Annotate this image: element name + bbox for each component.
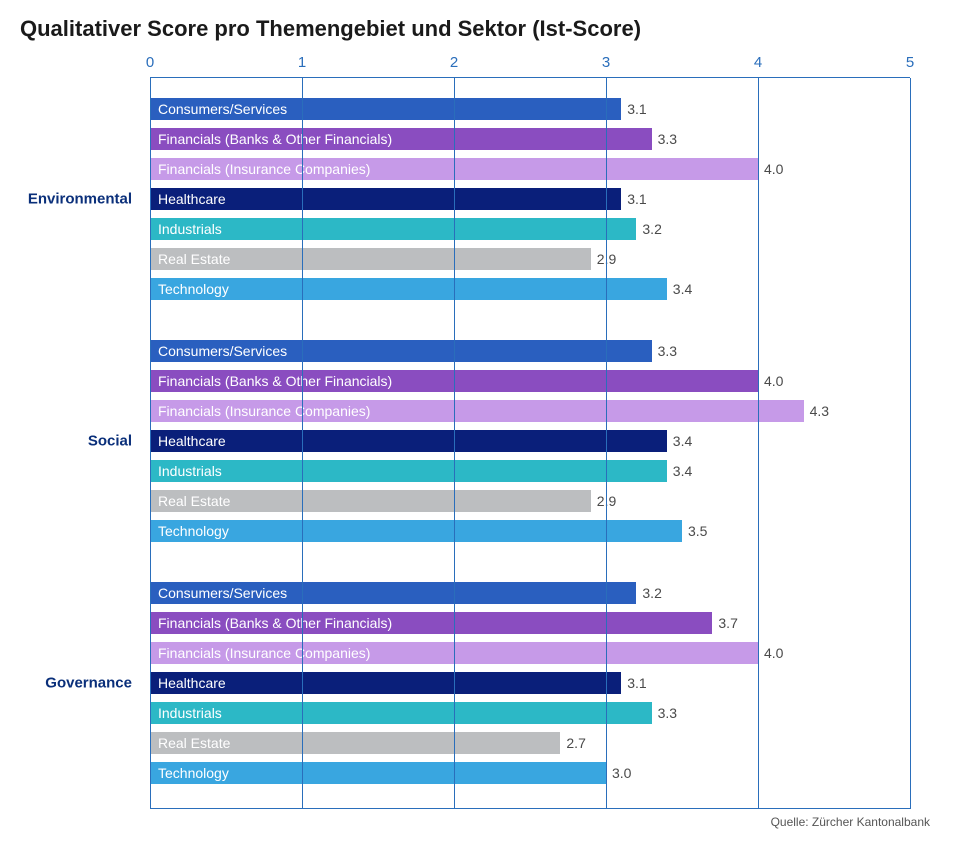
bar-value-label: 3.1 [627,98,646,120]
bar-sector-label: Industrials [158,218,222,240]
gridline [606,78,607,809]
bar-row: Technology 3.5 [150,518,910,544]
bar-sector-label: Financials (Banks & Other Financials) [158,128,392,150]
bar-sector-label: Financials (Insurance Companies) [158,400,370,422]
x-tick-label: 2 [450,54,458,71]
group: GovernanceConsumers/Services3.2Financial… [150,562,910,804]
bar-row: Financials (Insurance Companies) 4.0 [150,156,910,182]
bar [150,520,682,542]
bar-value-label: 3.3 [658,340,677,362]
chart-area: 012345 EnvironmentalConsumers/Services3.… [150,50,910,809]
bar-row: Consumers/Services 3.1 [150,96,910,122]
bar-sector-label: Consumers/Services [158,98,287,120]
bar-sector-label: Industrials [158,702,222,724]
plot-area: EnvironmentalConsumers/Services3.1Financ… [150,78,910,804]
bar-row: Financials (Banks & Other Financials) 4.0 [150,368,910,394]
bar-value-label: 3.1 [627,672,646,694]
bar-sector-label: Technology [158,278,229,300]
group-label: Social [20,433,140,450]
bar-sector-label: Healthcare [158,430,226,452]
gridline [150,78,151,809]
bar-value-label: 4.0 [764,642,783,664]
bar-value-label: 3.3 [658,128,677,150]
gridline [302,78,303,809]
bar-value-label: 3.2 [642,582,661,604]
bar-value-label: 3.4 [673,278,692,300]
bar-value-label: 3.5 [688,520,707,542]
bar-sector-label: Industrials [158,460,222,482]
bar [150,702,652,724]
bar-sector-label: Technology [158,520,229,542]
bar-sector-label: Financials (Banks & Other Financials) [158,612,392,634]
bar [150,218,636,240]
group: EnvironmentalConsumers/Services3.1Financ… [150,78,910,320]
bar [150,460,667,482]
source-label: Quelle: Zürcher Kantonalbank [20,815,930,829]
gridline [454,78,455,809]
bar-row: Real Estate2.9 [150,488,910,514]
bar-row: Financials (Banks & Other Financials) 3.3 [150,126,910,152]
group-label: Environmental [20,191,140,208]
gridline [758,78,759,809]
bar-row: Real Estate2.9 [150,246,910,272]
bar-value-label: 3.4 [673,460,692,482]
chart-title: Qualitativer Score pro Themengebiet und … [20,16,940,42]
bar-row: Financials (Insurance Companies) 4.3 [150,398,910,424]
bar-value-label: 3.4 [673,430,692,452]
bar-sector-label: Real Estate [158,732,230,754]
bar-sector-label: Healthcare [158,672,226,694]
bar-sector-label: Real Estate [158,248,230,270]
bar-row: Technology 3.0 [150,760,910,786]
bar-value-label: 3.0 [612,762,631,784]
bar-value-label: 4.3 [810,400,829,422]
group: SocialConsumers/Services3.3Financials (B… [150,320,910,562]
bar-sector-label: Technology [158,762,229,784]
x-axis: 012345 [150,50,910,78]
bar-value-label: 4.0 [764,370,783,392]
bar-sector-label: Financials (Insurance Companies) [158,642,370,664]
bar-sector-label: Healthcare [158,188,226,210]
bar-value-label: 4.0 [764,158,783,180]
bar-row: Consumers/Services 3.2 [150,580,910,606]
bar-value-label: 2.7 [566,732,585,754]
bar-sector-label: Financials (Insurance Companies) [158,158,370,180]
bar-value-label: 3.1 [627,188,646,210]
bar-row: Healthcare 3.4 [150,428,910,454]
bar-row: Financials (Banks & Other Financials) 3.7 [150,610,910,636]
x-tick-label: 1 [298,54,306,71]
bar-row: Industrials 3.2 [150,216,910,242]
bar-sector-label: Consumers/Services [158,582,287,604]
bar-sector-label: Consumers/Services [158,340,287,362]
bar-row: Healthcare 3.1 [150,670,910,696]
bar-row: Real Estate 2.7 [150,730,910,756]
bar-row: Financials (Insurance Companies) 4.0 [150,640,910,666]
bar-row: Consumers/Services 3.3 [150,338,910,364]
group-label: Governance [20,675,140,692]
bar-value-label: 3.3 [658,702,677,724]
bar-row: Healthcare 3.1 [150,186,910,212]
bar-value-label: 3.2 [642,218,661,240]
x-axis-baseline [150,808,910,809]
bar-row: Technology 3.4 [150,276,910,302]
gridline [910,78,911,809]
x-tick-label: 3 [602,54,610,71]
bar-sector-label: Financials (Banks & Other Financials) [158,370,392,392]
x-tick-label: 0 [146,54,154,71]
bar-value-label: 3.7 [718,612,737,634]
x-tick-label: 5 [906,54,914,71]
bar [150,430,667,452]
bar-sector-label: Real Estate [158,490,230,512]
bar-row: Industrials 3.4 [150,458,910,484]
bar-row: Industrials 3.3 [150,700,910,726]
x-tick-label: 4 [754,54,762,71]
